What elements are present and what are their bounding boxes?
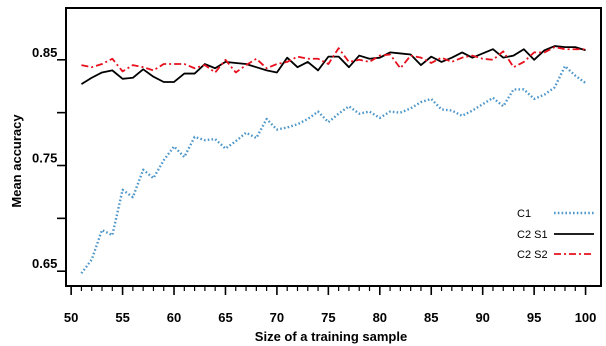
- series-line-c2-s1: [80, 45, 586, 85]
- x-tick-label: 65: [218, 310, 232, 325]
- x-tick-label: 50: [64, 310, 78, 325]
- legend-label: C2 S1: [517, 229, 548, 241]
- plot-frame: [65, 7, 602, 287]
- x-tick-label: 90: [475, 310, 489, 325]
- x-tick-label: 100: [575, 310, 597, 325]
- x-axis: 50 55 60 65 70 75 80 85 90 95 100: [64, 286, 597, 325]
- legend: C1 C2 S1 C2 S2: [517, 208, 594, 261]
- series-line-c2-s2: [81, 46, 586, 74]
- legend-label: C1: [517, 208, 531, 220]
- series-layer: [80, 45, 587, 275]
- y-tick-label: 0.75: [32, 150, 57, 165]
- x-tick-label: 55: [115, 310, 129, 325]
- y-axis: 0.65 0.75 0.85: [32, 45, 66, 273]
- series-line-c1: [80, 64, 587, 275]
- legend-label: C2 S2: [517, 249, 548, 261]
- y-tick-label: 0.65: [32, 256, 57, 271]
- y-axis-title: Mean accuracy: [9, 114, 24, 208]
- x-tick-label: 80: [373, 310, 387, 325]
- x-tick-label: 95: [527, 310, 541, 325]
- x-tick-label: 60: [167, 310, 181, 325]
- x-tick-label: 70: [270, 310, 284, 325]
- x-axis-title: Size of a training sample: [255, 329, 407, 344]
- y-tick-label: 0.85: [32, 45, 57, 60]
- x-tick-label: 75: [321, 310, 335, 325]
- x-tick-label: 85: [424, 310, 438, 325]
